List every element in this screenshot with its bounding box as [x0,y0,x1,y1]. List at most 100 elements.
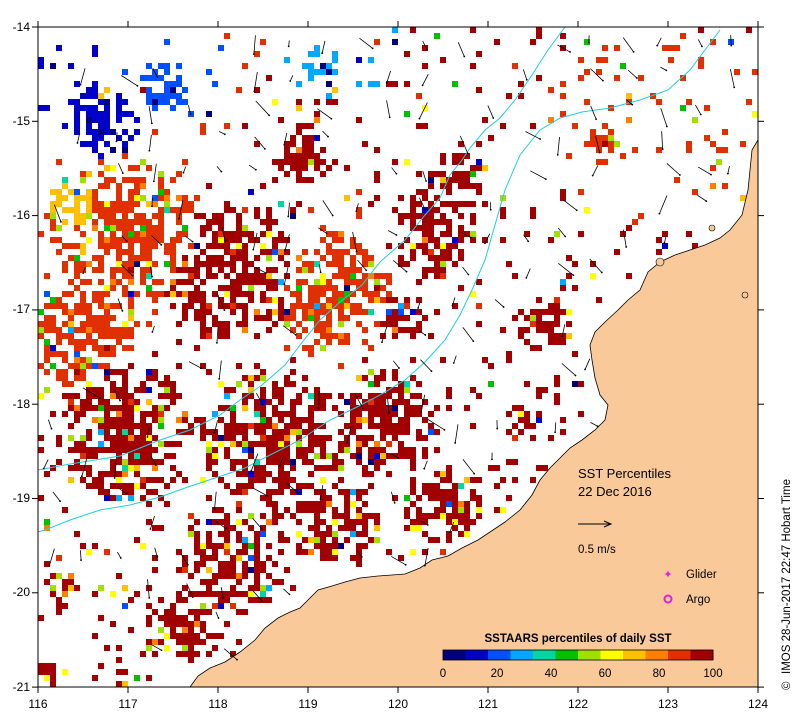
sst-cell [86,309,92,315]
sst-cell [188,201,194,207]
sst-cell [80,93,86,99]
sst-cell [518,93,524,99]
sst-cell [146,519,152,525]
current-vector [424,547,429,566]
credit-text: IMOS 28-Jun-2017 22:47 Hobart Time [781,479,793,674]
sst-cell [242,543,248,549]
sst-cell [104,321,110,327]
sst-cell [368,459,374,465]
sst-cell [80,435,86,441]
sst-cell [74,339,80,345]
sst-cell [122,177,128,183]
sst-cell [338,393,344,399]
current-vector-head [156,76,159,78]
sst-cell [158,615,164,621]
sst-cell [500,237,506,243]
current-vector [449,521,455,533]
sst-cell [116,93,122,99]
sst-cell [98,201,104,207]
sst-cell [446,471,452,477]
sst-cell [452,261,458,267]
sst-cell [254,471,260,477]
sst-cell [74,201,80,207]
sst-cell [314,291,320,297]
sst-cell [200,291,206,297]
sst-cell [590,141,596,147]
sst-cell [722,129,728,135]
sst-cell [170,291,176,297]
sst-cell [404,327,410,333]
sst-cell [386,309,392,315]
sst-cell [386,471,392,477]
sst-cell [134,189,140,195]
sst-cell [158,279,164,285]
sst-cell [116,135,122,141]
current-vector-head [663,241,666,244]
current-vector-head [656,44,659,47]
sst-cell [194,243,200,249]
sst-cell [104,375,110,381]
current-vector-head [361,407,364,409]
sst-cell [434,405,440,411]
sst-cell [320,237,326,243]
sst-cell [62,261,68,267]
sst-cell [350,519,356,525]
sst-cell [308,285,314,291]
sst-cell [158,75,164,81]
sst-cell [722,183,728,189]
sst-cell [260,513,266,519]
sst-cell [248,453,254,459]
sst-cell [308,483,314,489]
sst-cell [272,507,278,513]
current-vector-head [525,276,528,279]
sst-cell [230,309,236,315]
sst-cell [284,237,290,243]
sst-cell [278,159,284,165]
current-vector-head [472,340,475,343]
sst-cell [254,333,260,339]
sst-cell [200,609,206,615]
sst-cell [236,255,242,261]
sst-cell [230,429,236,435]
sst-cell [290,303,296,309]
sst-cell [212,231,218,237]
sst-cell [200,309,206,315]
sst-cell [266,441,272,447]
sst-cell [410,549,416,555]
sst-cell [272,405,278,411]
lat-axis-labels: -14 -15 -16 -17 -18 -19 -20 -21 [13,20,31,694]
sst-cell [272,441,278,447]
sst-cell [356,507,362,513]
sst-cell [38,495,44,501]
sst-cell [104,201,110,207]
sst-cell [338,249,344,255]
sst-cell [206,633,212,639]
sst-cell [44,213,50,219]
sst-cell [320,549,326,555]
sst-cell [416,243,422,249]
sst-cell [404,159,410,165]
sst-cell [416,309,422,315]
sst-cell [128,189,134,195]
sst-cell [116,339,122,345]
sst-cell [242,123,248,129]
sst-cell [104,429,110,435]
sst-cell [542,327,548,333]
sst-cell [242,315,248,321]
sst-cell [98,279,104,285]
sst-cell [332,285,338,291]
sst-cell [554,375,560,381]
sst-cell [386,411,392,417]
sst-cell [92,135,98,141]
current-vector [188,361,202,369]
sst-cell [182,645,188,651]
sst-cell [92,477,98,483]
sst-cell [320,225,326,231]
sst-cell [350,243,356,249]
current-vector-head [425,180,427,182]
sst-cell [38,393,44,399]
sst-cell [128,423,134,429]
sst-cell [38,105,44,111]
sst-cell [56,225,62,231]
sst-cell [92,105,98,111]
